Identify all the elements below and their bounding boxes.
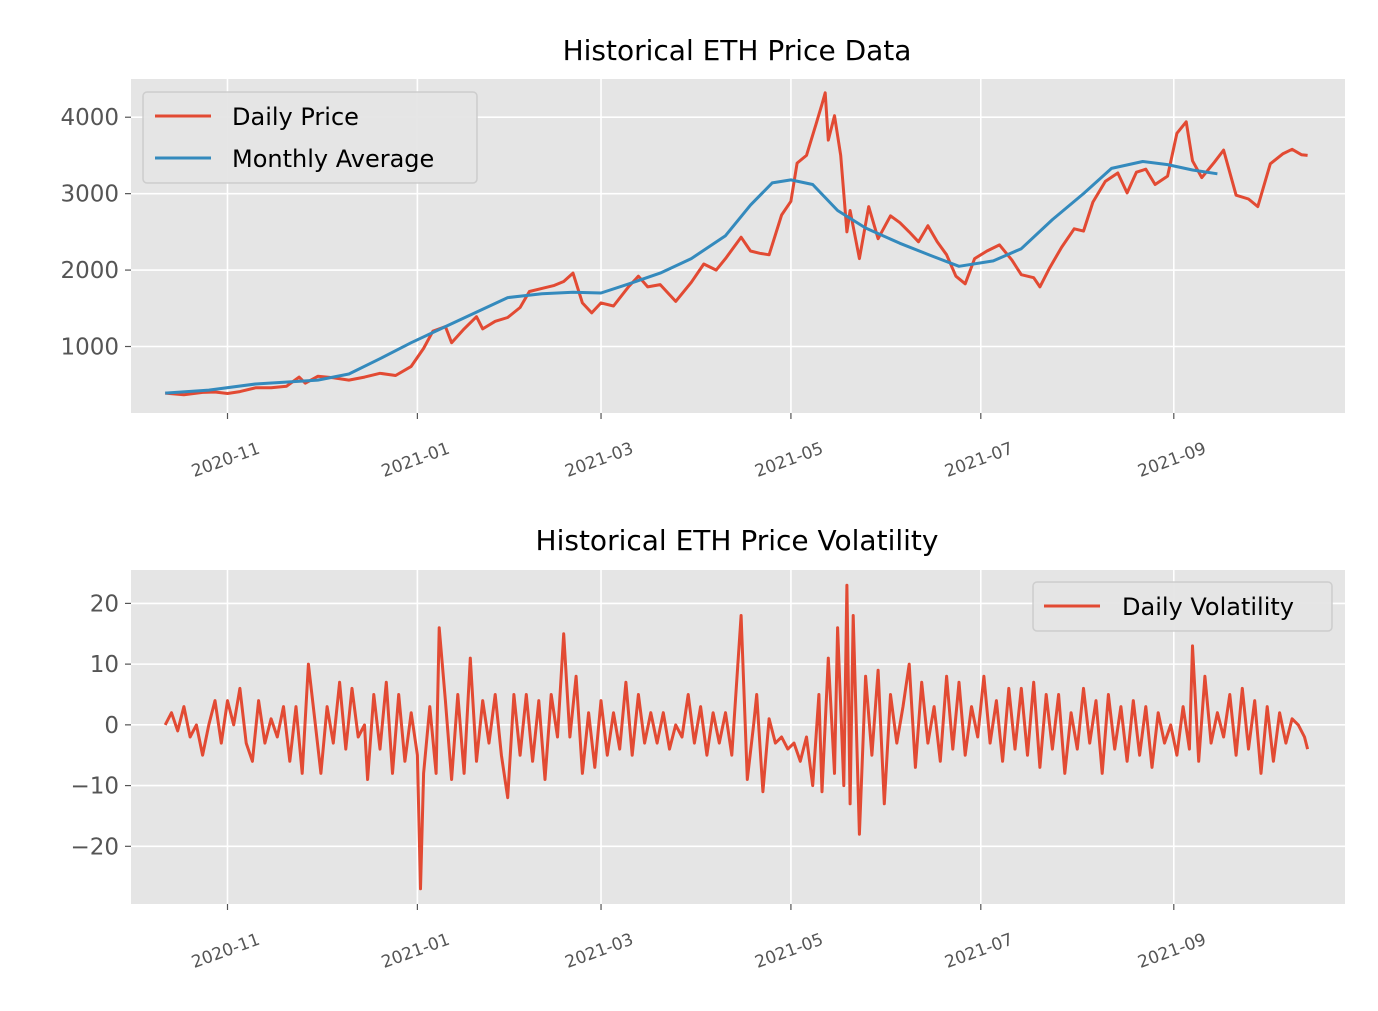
legend-label-daily-volatility: Daily Volatility [1122, 593, 1294, 621]
price-x-ticks: 2020-11 2021-01 2021-03 2021-05 2021-07 2021-… [189, 413, 1209, 482]
volatility-chart-title: Historical ETH Price Volatility [536, 524, 939, 557]
volatility-ytick-label: 20 [90, 591, 119, 617]
volatility-xtick-label: 2021-03 [563, 930, 637, 973]
price-xtick-label: 2021-01 [379, 439, 453, 482]
volatility-xtick-label: 2021-09 [1135, 930, 1209, 973]
price-legend-box [142, 91, 478, 184]
volatility-y-ticks: −20 −10 0 10 20 [70, 591, 131, 860]
volatility-legend-box [1032, 581, 1333, 632]
volatility-ytick-label: 10 [90, 652, 119, 678]
series-line-daily-price [165, 91, 1308, 397]
price-ytick-label: 1000 [60, 335, 119, 361]
series-line-monthly-average [165, 160, 1218, 395]
volatility-chart: Historical ETH Price Volatility −20 −10 0 1… [70, 524, 1345, 973]
price-chart-title: Historical ETH Price Data [563, 34, 912, 67]
volatility-ytick-label: −10 [70, 774, 119, 800]
price-xtick-label: 2021-05 [752, 439, 826, 482]
series-line-daily-volatility [163, 583, 1310, 891]
volatility-series [163, 583, 1310, 891]
price-series [165, 91, 1308, 397]
price-ytick-label: 4000 [60, 105, 119, 131]
price-xtick-label: 2021-03 [563, 439, 637, 482]
price-ytick-label: 2000 [60, 258, 119, 284]
price-chart: Historical ETH Price Data 1000 2000 3000 40… [60, 34, 1345, 482]
price-xtick-label: 2020-11 [189, 439, 263, 482]
price-xtick-label: 2021-09 [1135, 439, 1209, 482]
legend-label-monthly-average: Monthly Average [232, 145, 434, 173]
price-legend: Daily Price Monthly Average [142, 91, 478, 184]
legend-label-daily-price: Daily Price [232, 103, 359, 131]
volatility-xtick-label: 2020-11 [189, 930, 263, 973]
price-xtick-label: 2021-07 [942, 439, 1016, 482]
price-y-ticks: 1000 2000 3000 4000 [60, 105, 131, 361]
price-ytick-label: 3000 [60, 182, 119, 208]
volatility-xtick-label: 2021-05 [752, 930, 826, 973]
volatility-legend: Daily Volatility [1032, 581, 1333, 632]
volatility-xtick-label: 2021-07 [942, 930, 1016, 973]
volatility-xtick-label: 2021-01 [379, 930, 453, 973]
volatility-ytick-label: −20 [70, 834, 119, 860]
volatility-x-ticks: 2020-11 2021-01 2021-03 2021-05 2021-07 2021-… [189, 904, 1209, 973]
volatility-ytick-label: 0 [104, 713, 119, 739]
